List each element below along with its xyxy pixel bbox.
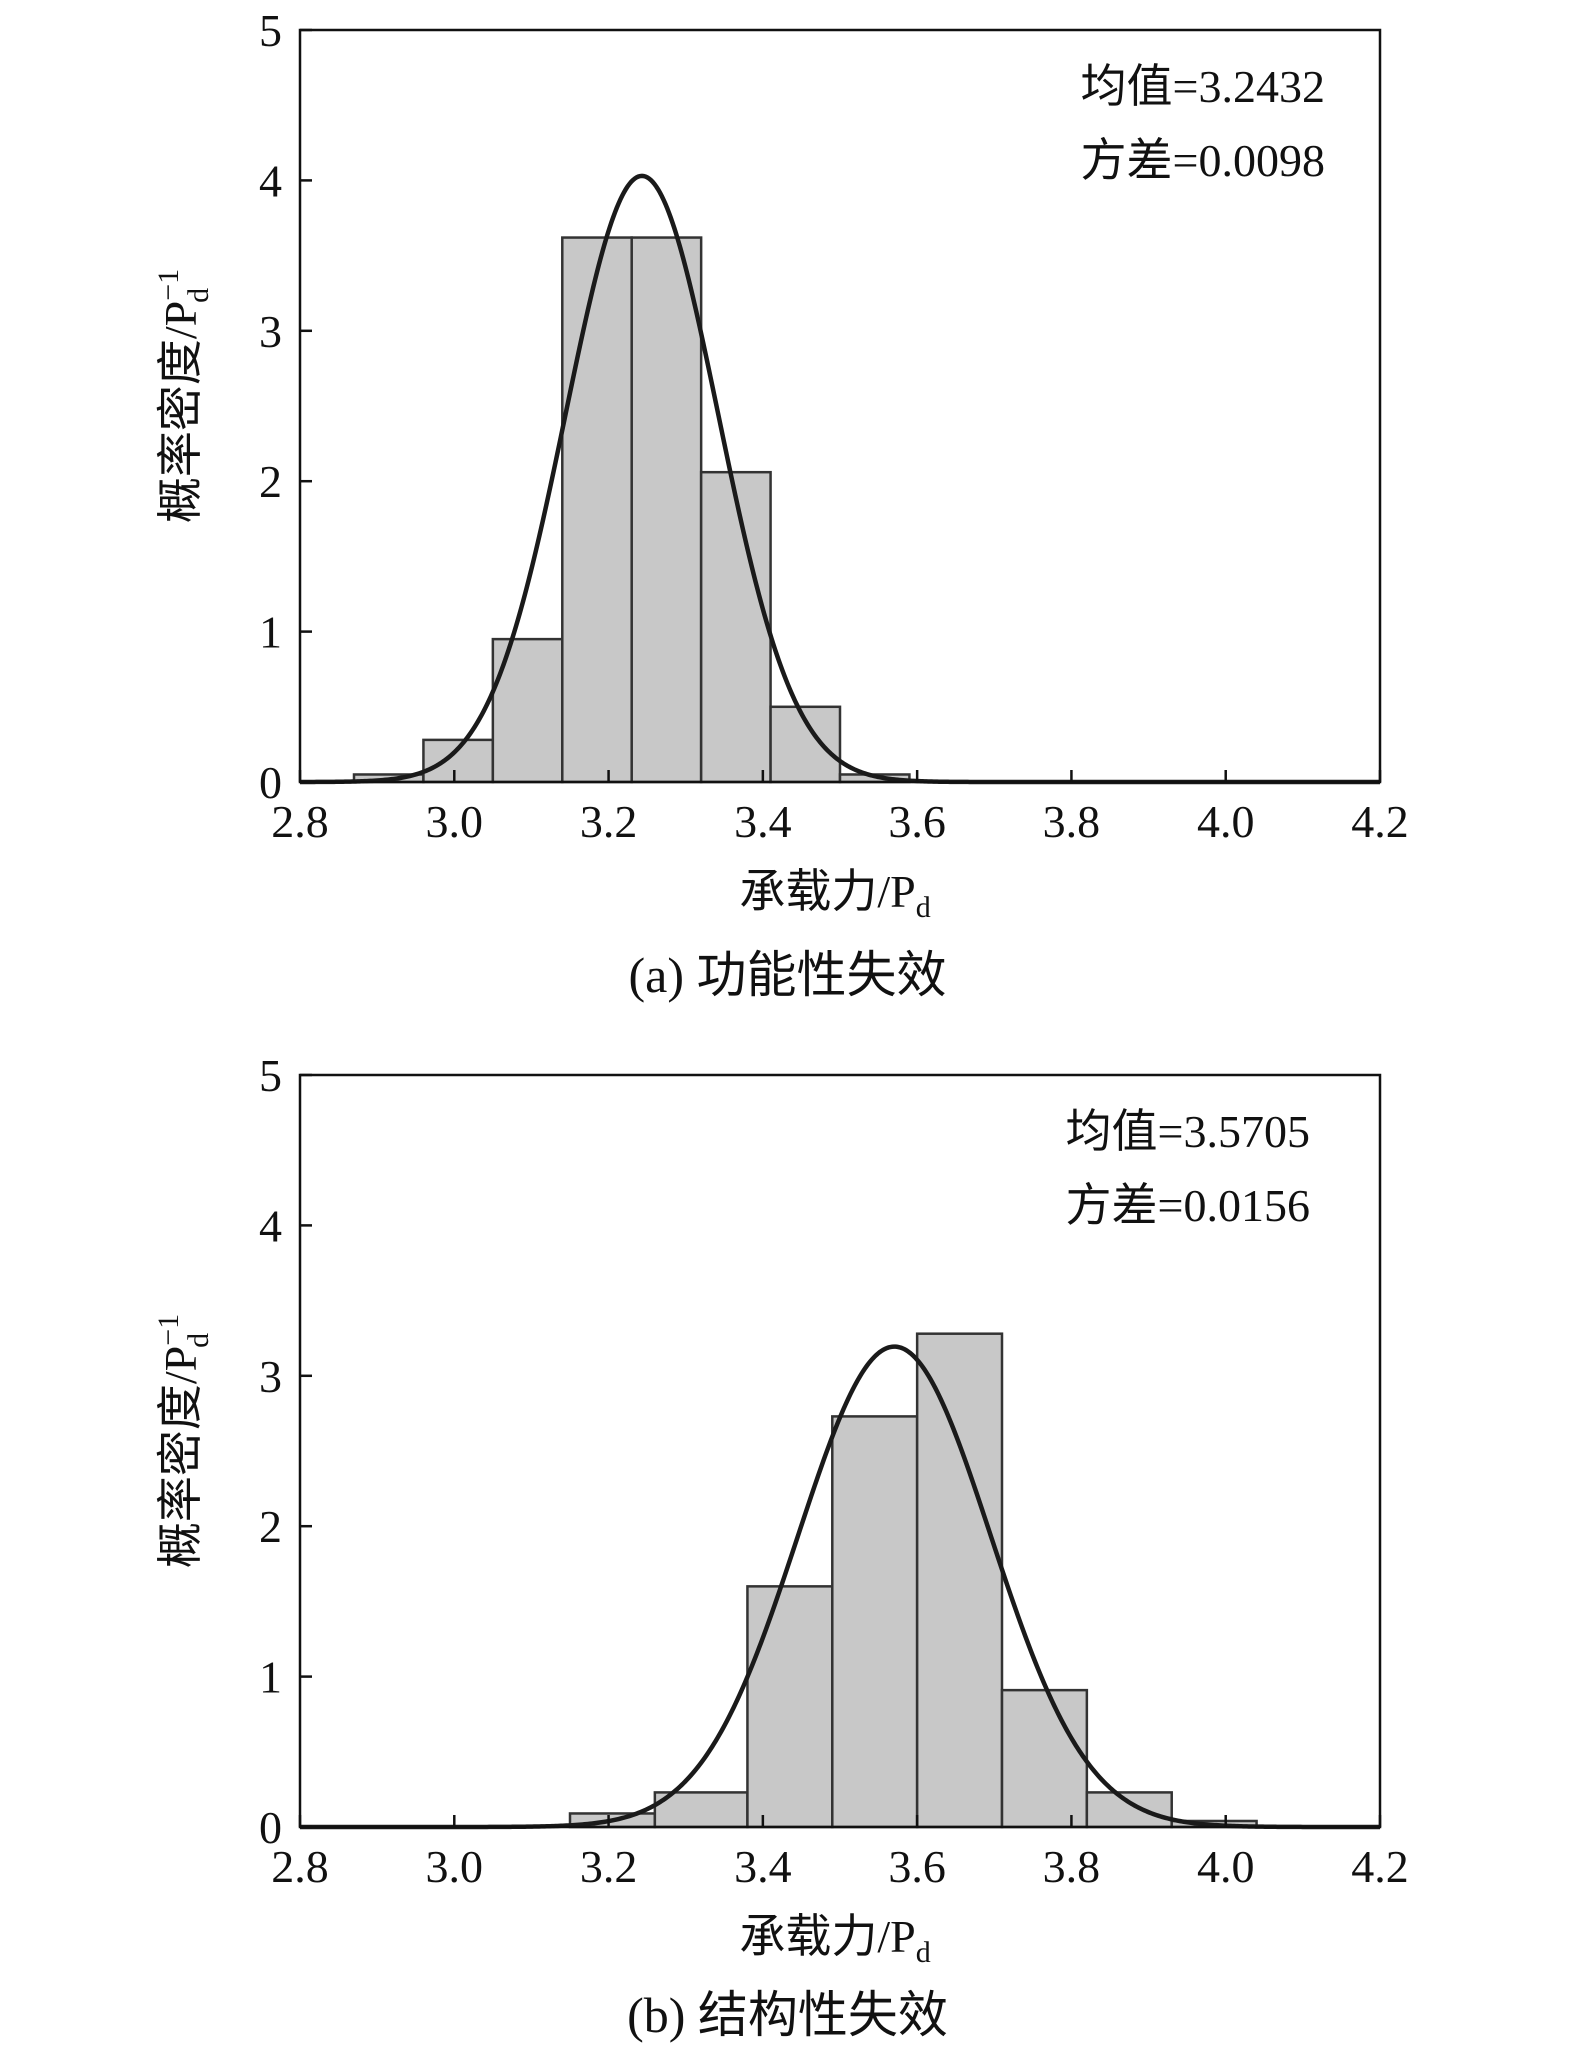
x-tick-label: 3.8: [1043, 796, 1101, 847]
x-tick-label: 3.0: [426, 796, 484, 847]
histogram-bar: [699, 470, 772, 784]
y-tick-label: 1: [259, 1652, 282, 1703]
x-axis-label-sub: d: [916, 891, 931, 924]
y-tick-label: 5: [259, 5, 282, 56]
x-tick-label: 3.2: [580, 1841, 638, 1892]
y-axis-label-sub: d: [182, 288, 215, 303]
histogram-bar: [1000, 1688, 1089, 1829]
histogram-bar: [630, 236, 703, 784]
x-tick-label: 4.0: [1197, 796, 1255, 847]
y-tick-label: 3: [259, 306, 282, 357]
x-tick-label: 3.6: [888, 1841, 946, 1892]
chart-svg-a: 2.8 3.0 3.2 3.4 3.6 3.8 4.0 4.2 0 1 2 3 4 5 均值=3.2432 方…: [152, 5, 1409, 924]
variance-annotation: 方差=0.0156: [1066, 1180, 1310, 1231]
x-axis-label: 承载力/Pd: [739, 866, 930, 924]
mean-annotation: 均值=3.5705: [1066, 1106, 1310, 1157]
y-tick-label: 3: [259, 1351, 282, 1402]
y-tick-label: 4: [259, 155, 282, 206]
x-tick-label: 2.8: [271, 1841, 329, 1892]
x-tick-label: 3.2: [580, 796, 638, 847]
y-axis-label-sup: −1: [152, 1314, 185, 1346]
x-axis-label-sub: d: [916, 1936, 931, 1969]
y-tick-label: 4: [259, 1200, 282, 1251]
y-tick-label: 1: [259, 607, 282, 658]
chart-panel-b: 2.8 3.0 3.2 3.4 3.6 3.8 4.0 4.2 0 1 2 3 4 5 均值=3.5705 方…: [0, 1030, 1575, 2060]
y-tick-label: 2: [259, 456, 282, 507]
chart-caption-a: (a) 功能性失效: [628, 947, 947, 1003]
y-axis-label-sub: d: [182, 1333, 215, 1348]
x-tick-label: 4.2: [1351, 1841, 1409, 1892]
plot-frame: [298, 1073, 1382, 1829]
y-tick-label: 0: [259, 1802, 282, 1853]
x-axis-label-main: 承载力/P: [739, 1911, 915, 1962]
y-tick-label: 5: [259, 1050, 282, 1101]
y-axis-label-main: 概率密度/P: [155, 301, 206, 523]
chart-panel-a: 2.8 3.0 3.2 3.4 3.6 3.8 4.0 4.2 0 1 2 3 4 5 均值=3.2432 方…: [0, 0, 1575, 1030]
histogram-bar: [746, 1585, 834, 1829]
histogram-bar: [561, 236, 633, 784]
y-axis-label: 概率密度/P−1d: [152, 1314, 215, 1568]
x-tick-label: 2.8: [271, 796, 329, 847]
x-tick-label: 3.8: [1043, 1841, 1101, 1892]
x-tick-label: 3.0: [426, 1841, 484, 1892]
histogram-bar: [915, 1332, 1004, 1829]
chart-svg-b: 2.8 3.0 3.2 3.4 3.6 3.8 4.0 4.2 0 1 2 3 4 5 均值=3.5705 方…: [152, 1050, 1409, 1969]
x-tick-label: 4.2: [1351, 796, 1409, 847]
y-tick-label: 0: [259, 757, 282, 808]
x-tick-label: 4.0: [1197, 1841, 1255, 1892]
y-axis-label: 概率密度/P−1d: [152, 269, 215, 523]
y-axis-label-main: 概率密度/P: [155, 1346, 206, 1568]
histogram-bar: [831, 1415, 919, 1829]
mean-annotation: 均值=3.2432: [1081, 61, 1325, 112]
chart-caption-b: (b) 结构性失效: [627, 1987, 948, 2043]
x-tick-label: 3.4: [734, 1841, 792, 1892]
x-axis-label: 承载力/Pd: [739, 1911, 930, 1969]
x-axis-label-main: 承载力/P: [739, 866, 915, 917]
y-tick-label: 2: [259, 1501, 282, 1552]
x-tick-label: 3.6: [888, 796, 946, 847]
x-tick-label: 3.4: [734, 796, 792, 847]
normal-fit-curve: [300, 173, 1380, 785]
y-axis-label-sup: −1: [152, 269, 185, 301]
variance-annotation: 方差=0.0098: [1081, 135, 1325, 186]
plot-frame: [298, 28, 1382, 784]
histogram-bar: [1085, 1791, 1173, 1829]
